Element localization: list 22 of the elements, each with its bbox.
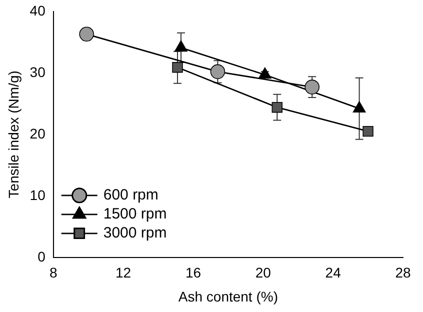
point — [172, 62, 183, 73]
legend-label: 3000 rpm — [103, 224, 167, 242]
x-tick-label: 28 — [395, 264, 411, 281]
point — [210, 64, 226, 80]
y-axis-title: Tensile index (Nm/g) — [5, 70, 22, 198]
legend-label: 600 rpm — [103, 186, 158, 204]
point — [272, 102, 282, 113]
x-tick-label: 8 — [49, 264, 58, 281]
point — [79, 26, 94, 42]
y-tick-label: 40 — [30, 2, 46, 18]
point — [304, 80, 320, 94]
y-tick-label: 30 — [30, 64, 46, 80]
x-tick-label: 20 — [255, 264, 272, 281]
y-tick-label: 20 — [30, 125, 46, 142]
y-tick-label: 0 — [38, 248, 46, 264]
x-axis-title: Ash content (%) — [178, 288, 278, 304]
x-tick-label: 24 — [325, 264, 342, 281]
legend-label: 1500 rpm — [103, 206, 167, 223]
point — [362, 126, 374, 137]
x-tick-label: 12 — [116, 264, 132, 281]
x-tick-label: 16 — [185, 264, 202, 281]
y-tick-label: 10 — [30, 186, 46, 203]
